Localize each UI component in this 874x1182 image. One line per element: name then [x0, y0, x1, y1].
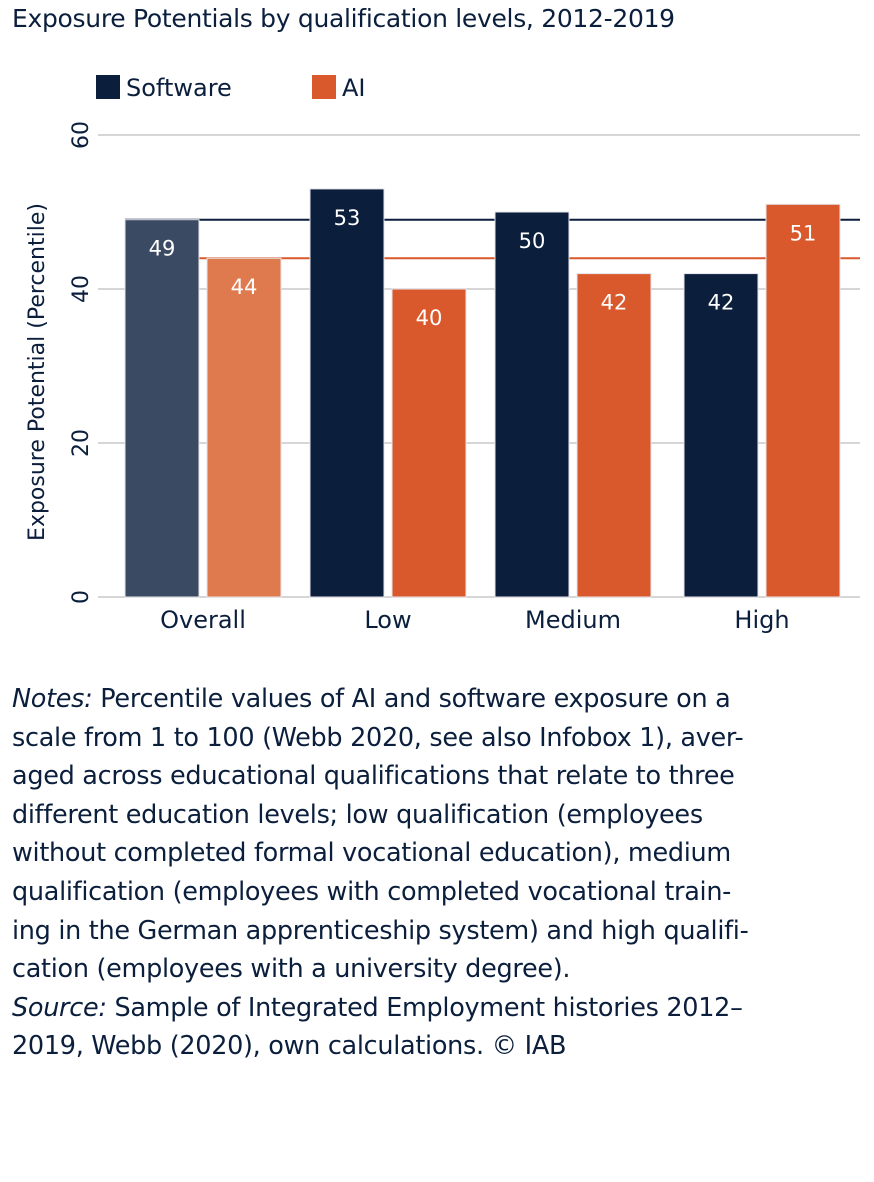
y-tick-label: 60	[69, 121, 94, 149]
notes-line: aged across educational qualifications t…	[12, 761, 735, 792]
notes-line: without completed formal vocational educ…	[12, 838, 731, 869]
source-line: 2019, Webb (2020), own calculations. © I…	[12, 1031, 567, 1062]
y-tick-label: 40	[69, 275, 94, 303]
bar	[576, 273, 652, 598]
notes-text: Percentile values of AI and software exp…	[92, 684, 731, 714]
bar	[124, 219, 200, 598]
notes-line: ing in the German apprenticeship system)…	[12, 915, 749, 946]
notes-label: Notes:	[12, 684, 93, 714]
y-tick-label: 0	[69, 590, 94, 604]
data-label: 42	[708, 291, 735, 315]
y-axis-label: Exposure Potential (Percentile)	[25, 203, 50, 541]
bar	[765, 203, 841, 598]
chart-title: Exposure Potentials by qualification lev…	[12, 4, 675, 33]
x-tick-label: High	[734, 606, 789, 634]
bar	[494, 211, 570, 598]
legend-swatch	[96, 75, 120, 99]
bar	[683, 273, 759, 598]
source-line: Source: Sample of Integrated Employment …	[12, 989, 862, 1028]
data-label: 49	[149, 237, 176, 261]
legend-label: Software	[126, 74, 232, 102]
notes-line: Notes: Percentile values of AI and softw…	[12, 680, 862, 719]
x-tick-label: Low	[364, 606, 411, 634]
bar	[206, 257, 282, 598]
bar-chart: 0 20 40 60 Exposure Potential (Percentile) So…	[25, 74, 860, 634]
chart-notes: Notes: Percentile values of AI and softw…	[12, 680, 862, 1066]
data-label: 53	[334, 206, 361, 230]
data-label: 44	[231, 275, 258, 299]
bar	[391, 288, 467, 598]
notes-line: cation (employees with a university degr…	[12, 954, 571, 985]
notes-line: qualification (employees with completed …	[12, 876, 732, 907]
y-tick-label: 20	[69, 429, 94, 457]
bar	[309, 188, 385, 598]
source-label: Source:	[12, 992, 107, 1023]
notes-line: scale from 1 to 100 (Webb 2020, see also…	[12, 722, 744, 753]
data-label: 42	[601, 291, 628, 315]
legend-label: AI	[342, 74, 366, 102]
legend-swatch	[312, 75, 336, 99]
x-tick-label: Medium	[525, 606, 621, 634]
source-text: Sample of Integrated Employment historie…	[106, 992, 743, 1023]
data-label: 51	[790, 221, 817, 245]
data-label: 40	[416, 306, 443, 330]
data-label: 50	[519, 229, 546, 253]
x-tick-label: Overall	[160, 606, 246, 634]
notes-line: different education levels; low qualific…	[12, 799, 703, 830]
